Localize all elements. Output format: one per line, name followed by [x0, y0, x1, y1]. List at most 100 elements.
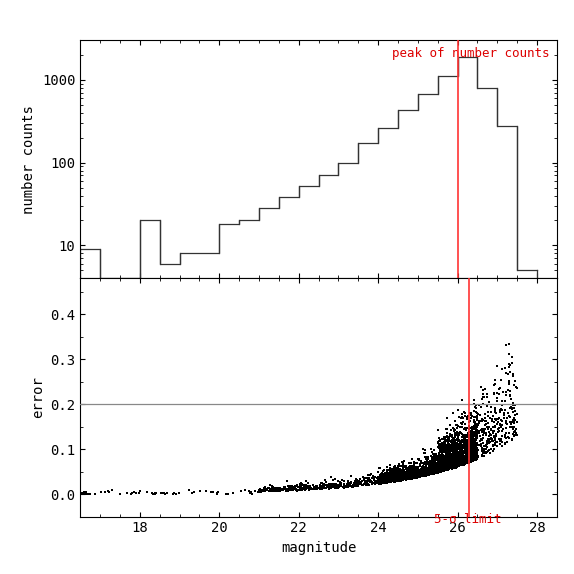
Point [499, 410, 509, 420]
Point [389, 472, 398, 481]
Point [439, 464, 448, 473]
Point [505, 418, 514, 427]
Point [459, 453, 468, 462]
Point [445, 461, 454, 470]
Point [464, 448, 474, 457]
Point [419, 471, 428, 480]
Point [457, 444, 467, 453]
Point [456, 437, 465, 446]
Point [393, 473, 402, 482]
Point [384, 476, 393, 486]
Point [471, 424, 480, 433]
Point [454, 458, 463, 467]
Point [430, 461, 440, 470]
Point [506, 391, 515, 400]
Point [431, 463, 440, 472]
Point [440, 452, 449, 461]
Point [466, 431, 475, 440]
Point [454, 454, 463, 463]
Point [478, 447, 487, 456]
Point [385, 477, 394, 486]
Point [443, 464, 452, 474]
Point [397, 471, 406, 480]
Point [462, 457, 471, 466]
Point [472, 445, 482, 454]
Point [412, 468, 421, 478]
Point [443, 461, 452, 471]
Point [463, 450, 472, 459]
Point [470, 446, 479, 455]
Point [160, 489, 169, 498]
Point [319, 484, 328, 493]
Point [437, 463, 447, 472]
Point [470, 440, 479, 449]
Point [402, 474, 411, 483]
Point [423, 469, 432, 478]
Point [359, 476, 369, 485]
Point [478, 430, 487, 440]
Point [435, 444, 444, 453]
Point [381, 474, 390, 483]
Point [435, 449, 444, 458]
Point [446, 463, 455, 472]
Point [409, 467, 418, 476]
Point [385, 474, 394, 483]
Point [269, 486, 278, 495]
Point [378, 476, 387, 485]
Point [441, 448, 451, 457]
Point [462, 457, 471, 467]
Point [490, 432, 499, 441]
Point [439, 460, 448, 469]
Point [295, 486, 304, 495]
Point [415, 470, 424, 479]
Point [506, 412, 515, 421]
Point [437, 464, 446, 474]
Point [460, 441, 469, 451]
Point [377, 474, 386, 483]
Point [467, 439, 476, 448]
Point [374, 475, 383, 484]
Point [379, 477, 388, 486]
Point [393, 474, 402, 483]
Point [455, 457, 464, 467]
Point [442, 449, 451, 458]
Point [452, 457, 461, 466]
Point [443, 435, 452, 444]
Point [414, 467, 424, 476]
Point [459, 451, 468, 460]
Point [158, 489, 168, 498]
Point [347, 478, 356, 487]
Point [406, 467, 416, 476]
Point [441, 424, 451, 433]
Point [409, 469, 418, 478]
Point [437, 452, 447, 461]
Point [456, 457, 466, 466]
Point [346, 479, 355, 488]
Point [428, 467, 437, 476]
Point [256, 485, 265, 494]
Point [451, 449, 460, 458]
Point [457, 445, 467, 455]
Point [382, 463, 391, 472]
Point [271, 487, 280, 496]
Point [461, 440, 471, 449]
Point [398, 463, 408, 472]
Point [391, 472, 400, 481]
Point [454, 458, 463, 467]
Point [375, 474, 384, 483]
Point [464, 425, 474, 434]
Point [405, 461, 414, 470]
Point [464, 452, 473, 461]
Point [391, 475, 401, 484]
Point [449, 463, 458, 472]
Point [481, 428, 490, 437]
Point [440, 439, 449, 448]
Point [406, 472, 415, 481]
Point [267, 484, 276, 494]
Point [471, 448, 480, 457]
Point [409, 473, 418, 482]
Point [376, 472, 385, 481]
Point [386, 460, 395, 470]
Point [493, 425, 502, 434]
Point [470, 453, 479, 462]
